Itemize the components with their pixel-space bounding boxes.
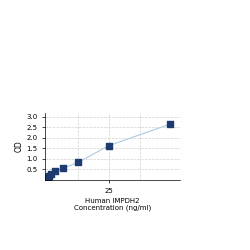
- Y-axis label: OD: OD: [14, 140, 23, 152]
- Point: [47, 174, 51, 178]
- Point: [61, 166, 65, 170]
- Point: [53, 170, 57, 173]
- Point: [49, 172, 53, 176]
- X-axis label: Human IMPDH2
Concentration (ng/ml): Human IMPDH2 Concentration (ng/ml): [74, 198, 151, 211]
- Point: [168, 122, 172, 126]
- Point: [76, 160, 80, 164]
- Point: [46, 175, 50, 179]
- Point: [107, 144, 111, 148]
